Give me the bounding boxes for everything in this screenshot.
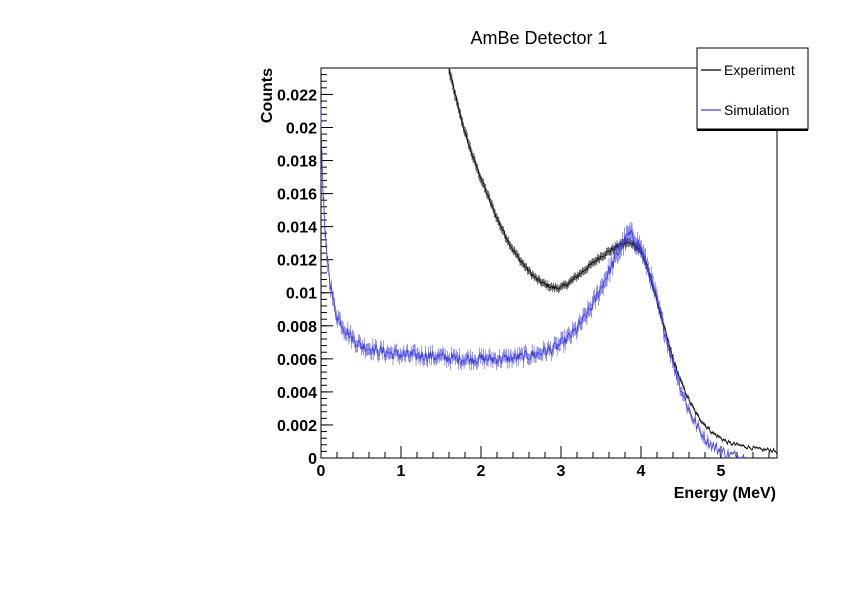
x-tick-label: 4 <box>637 463 646 480</box>
y-tick-label: 0.008 <box>277 319 317 336</box>
y-tick-label: 0.002 <box>277 418 317 435</box>
series-line <box>320 114 745 459</box>
plot-frame <box>320 67 778 459</box>
legend-shadow <box>697 129 808 131</box>
x-tick-label: 5 <box>717 463 726 480</box>
x-tick-label: 2 <box>477 463 486 480</box>
series-line <box>448 68 777 454</box>
x-tick-label: 1 <box>397 463 406 480</box>
y-tick-label: 0.012 <box>277 253 317 270</box>
series-experiment <box>448 68 777 454</box>
y-tick-label: 0.016 <box>277 187 317 204</box>
legend-label-simulation: Simulation <box>724 102 789 118</box>
y-tick-label: 0.014 <box>277 220 317 237</box>
y-tick-label: 0.02 <box>286 120 317 137</box>
y-tick-label: 0.022 <box>277 87 317 104</box>
series-layer <box>320 68 777 459</box>
x-axis: 0 1 2 3 4 5 <box>317 446 770 480</box>
y-tick-label: 0.004 <box>277 385 317 402</box>
x-axis-title: Energy (MeV) <box>674 485 776 502</box>
y-tick-label: 0.018 <box>277 154 317 171</box>
legend-box <box>696 47 809 130</box>
legend: Experiment Simulation <box>696 47 809 131</box>
series-simulation <box>320 103 745 459</box>
chart-title: AmBe Detector 1 <box>470 28 607 48</box>
y-tick-label: 0.01 <box>286 286 317 303</box>
x-tick-label: 3 <box>557 463 566 480</box>
legend-label-experiment: Experiment <box>724 62 795 78</box>
y-tick-label: 0 <box>308 451 317 468</box>
y-axis: 0 0.002 0.004 0.006 0.008 0.01 0.012 0.014 0.016… <box>277 67 333 468</box>
y-axis-title: Counts <box>259 68 276 123</box>
x-tick-label: 0 <box>317 463 326 480</box>
y-tick-label: 0.006 <box>277 352 317 369</box>
